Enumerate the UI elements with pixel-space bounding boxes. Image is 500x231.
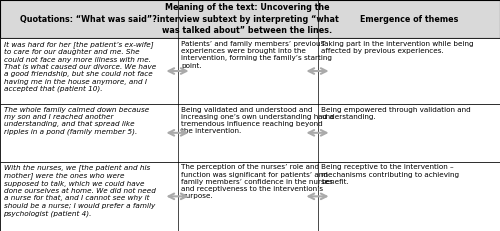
Text: Being empowered through validation and
understanding.: Being empowered through validation and u… [321,107,471,120]
Bar [0,0,500,38]
Text: With the nurses, we [the patient and his
mother] were the ones who were
supposed: With the nurses, we [the patient and his… [4,164,156,217]
Bar [0,38,500,104]
Bar [0,104,500,162]
Text: Being validated and understood and
increasing one’s own understanding had a
trem: Being validated and understood and incre… [181,107,334,134]
Bar [0,162,500,231]
Text: Patients’ and family members’ previous
experiences were brought into the
interve: Patients’ and family members’ previous e… [181,41,332,69]
Text: The whole family calmed down because
my son and I reached another
understanding,: The whole family calmed down because my … [4,107,149,135]
Text: Taking part in the intervention while being
affected by previous experiences.: Taking part in the intervention while be… [321,41,474,54]
Text: The perception of the nurses’ role and
function was significant for patients’ an: The perception of the nurses’ role and f… [181,164,333,200]
Text: Quotations: “What was said”?: Quotations: “What was said”? [20,15,157,24]
Text: Emergence of themes: Emergence of themes [360,15,458,24]
Text: It was hard for her [the patient’s ex-wife]
to care for our daughter and me. She: It was hard for her [the patient’s ex-wi… [4,41,156,92]
Text: Meaning of the text: Uncovering the
interview subtext by interpreting “what
was : Meaning of the text: Uncovering the inte… [156,3,338,35]
Text: Being receptive to the intervention –
mechanisms contributing to achieving
benef: Being receptive to the intervention – me… [321,164,459,185]
